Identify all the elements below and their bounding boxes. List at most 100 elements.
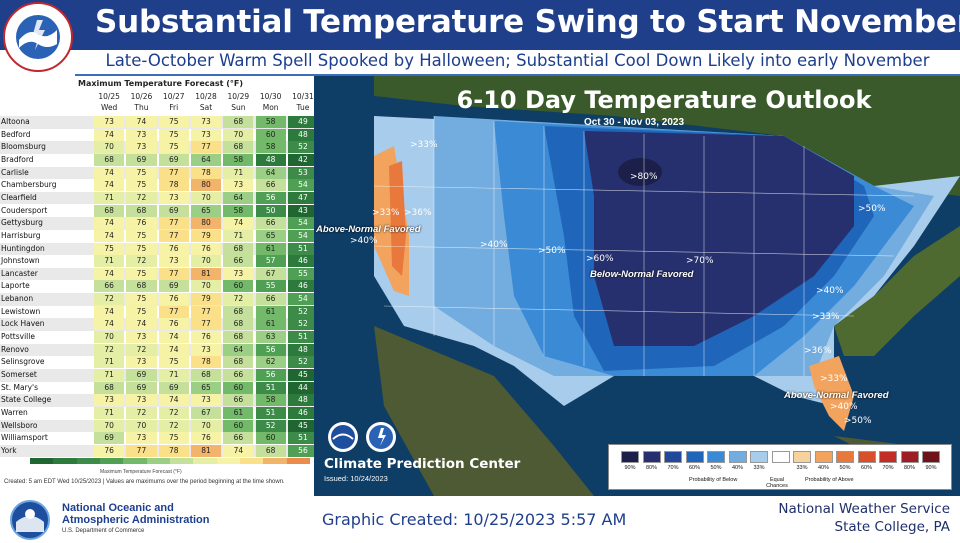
legend-swatch-label: 40% — [817, 465, 829, 471]
table-row: Bradford 68 69 69 64 58 48 42 — [0, 153, 319, 167]
legend-swatch-label: 70% — [667, 465, 679, 471]
temp-cell: 66 — [223, 394, 254, 407]
temp-cell: 53 — [287, 166, 319, 179]
temp-cell: 72 — [126, 406, 157, 419]
temp-cell: 61 — [255, 305, 286, 318]
temp-cell: 46 — [287, 406, 319, 419]
temp-cell: 75 — [126, 293, 157, 306]
temp-cell: 77 — [190, 141, 222, 154]
label-70: >70% — [686, 256, 714, 266]
station-name: State College — [1, 395, 52, 405]
temp-cell: 68 — [223, 356, 254, 369]
nws-office-line-2: State College, PA — [834, 519, 951, 535]
legend-swatch-label: 90% — [624, 465, 636, 471]
label-60: >60% — [586, 254, 614, 264]
table-row: St. Mary's 68 69 69 65 60 51 44 — [0, 381, 319, 395]
temp-cell: 68 — [223, 318, 254, 331]
temp-cell: 46 — [287, 255, 319, 268]
temp-cell: 48 — [287, 128, 319, 141]
temp-cell: 73 — [126, 356, 157, 369]
temp-cell: 46 — [287, 280, 319, 293]
temp-cell: 76 — [158, 318, 189, 331]
table-row: State College 73 73 74 73 66 58 48 — [0, 394, 319, 407]
temp-cell: 67 — [190, 406, 222, 419]
map-dates: Oct 30 - Nov 03, 2023 — [583, 117, 685, 128]
station-name: Bradford — [1, 154, 34, 164]
temp-cell: 78 — [190, 166, 222, 179]
temp-cell: 65 — [255, 229, 286, 242]
table-row: Lewistown 74 75 77 77 68 61 52 — [0, 305, 319, 319]
temp-cell: 66 — [223, 432, 254, 445]
temp-cell: 78 — [190, 356, 222, 369]
temp-cell: 72 — [158, 406, 189, 419]
station-name: Renovo — [1, 344, 29, 354]
temp-cell: 72 — [126, 343, 157, 356]
scale-swatch — [100, 458, 124, 464]
legend-swatch-label: 60% — [688, 465, 700, 471]
temp-cell: 68 — [94, 204, 125, 217]
temp-cell: 68 — [94, 153, 125, 166]
noaa-dept: U.S. Department of Commerce — [62, 528, 145, 534]
temp-cell: 76 — [158, 293, 189, 306]
legend-swatch — [621, 451, 639, 463]
map-title: 6-10 Day Temperature Outlook — [456, 86, 872, 114]
station-name: Johnstown — [1, 256, 40, 266]
temp-cell: 74 — [158, 394, 189, 407]
temp-cell: 51 — [255, 406, 286, 419]
temp-cell: 74 — [94, 229, 125, 242]
us-map-graphic — [314, 76, 960, 496]
day-dow-header: Mon — [262, 103, 279, 112]
station-name: Warren — [1, 407, 28, 417]
temp-cell: 71 — [94, 406, 125, 419]
station-name: Wellsboro — [1, 420, 38, 430]
temp-cell: 68 — [126, 280, 157, 293]
temp-cell: 73 — [223, 267, 254, 280]
header-bar — [0, 0, 960, 50]
temp-cell: 43 — [287, 204, 319, 217]
temp-cell: 78 — [158, 179, 189, 192]
label-40-east: >40% — [816, 286, 844, 296]
table-row: Bloomsburg 70 73 75 77 68 58 52 — [0, 141, 319, 154]
color-scale-caption: Maximum Temperature Forecast (°F) — [100, 469, 182, 475]
scale-swatch — [193, 458, 217, 464]
temp-cell: 70 — [94, 331, 125, 344]
label-33-se: >33% — [812, 312, 840, 322]
temp-cell: 51 — [287, 242, 319, 255]
station-name: St. Mary's — [1, 382, 39, 392]
cpc-label: Climate Prediction Center — [324, 456, 521, 472]
day-date-header: 10/29 — [227, 92, 250, 101]
legend-swatch — [814, 451, 833, 463]
temperature-table: Maximum Temperature Forecast (°F) 10/25 W… — [0, 76, 319, 494]
legend-swatch-label: 90% — [925, 465, 937, 471]
temp-cell: 72 — [158, 419, 189, 432]
station-name: Selinsgrove — [1, 357, 45, 367]
temp-cell: 60 — [223, 381, 254, 394]
temp-cell: 58 — [255, 116, 286, 128]
temp-cell: 71 — [94, 191, 125, 204]
temp-cell: 76 — [190, 432, 222, 445]
temp-cell: 74 — [126, 116, 157, 128]
scale-swatch — [76, 458, 100, 464]
temp-cell: 61 — [223, 406, 254, 419]
temp-cell: 52 — [287, 356, 319, 369]
temp-cell: 54 — [287, 217, 319, 230]
temp-cell: 81 — [190, 267, 222, 280]
temp-cell: 73 — [190, 394, 222, 407]
temp-cell: 74 — [223, 217, 254, 230]
temp-cell: 70 — [126, 419, 157, 432]
temp-cell: 79 — [190, 293, 222, 306]
temp-cell: 80 — [190, 217, 222, 230]
station-name: Harrisburg — [1, 230, 41, 240]
temp-cell: 77 — [126, 444, 157, 457]
temp-cell: 73 — [126, 331, 157, 344]
temp-cell: 56 — [255, 343, 286, 356]
temp-cell: 74 — [126, 318, 157, 331]
temp-cell: 52 — [287, 305, 319, 318]
temp-cell: 55 — [255, 280, 286, 293]
temp-cell: 71 — [223, 166, 254, 179]
table-row: Chambersburg 74 75 78 80 73 66 54 — [0, 179, 319, 192]
temp-cell: 71 — [158, 369, 189, 381]
table-row: Wellsboro 70 70 72 70 60 52 45 — [0, 419, 319, 433]
scale-swatch — [170, 458, 194, 464]
temp-cell: 44 — [287, 381, 319, 394]
